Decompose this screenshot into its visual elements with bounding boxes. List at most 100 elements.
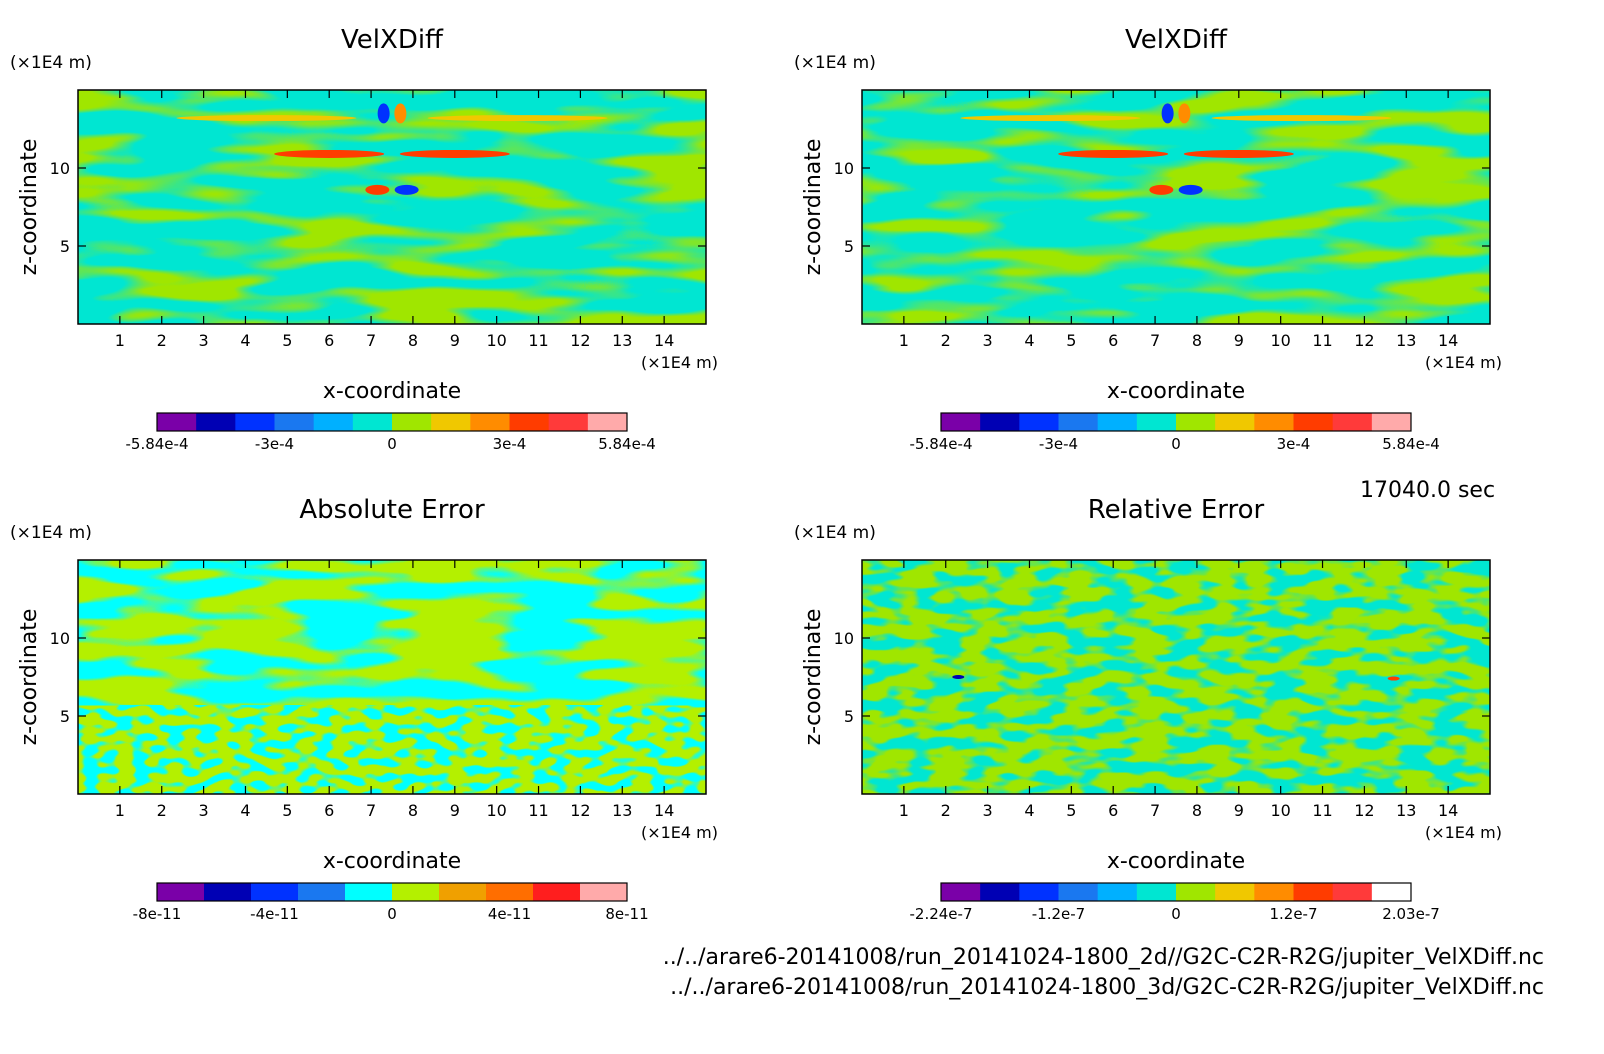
x-tick-label: 12	[570, 801, 590, 820]
x-tick-label: 1	[115, 331, 125, 350]
colorbar: -2.24e-7 -1.2e-7 0 1.2e-7 2.03e-7	[910, 882, 1440, 923]
colorbar-swatch	[1332, 883, 1373, 901]
x-tick-label: 5	[282, 801, 292, 820]
x-tick-label: 7	[1150, 801, 1160, 820]
colorbar-swatch	[1097, 883, 1138, 901]
colorbar-swatch	[587, 413, 628, 431]
chart-title: Absolute Error	[299, 495, 485, 525]
x-tick-label: 3	[983, 801, 993, 820]
colorbar-swatch	[548, 413, 589, 431]
colorbar-swatch	[1293, 883, 1334, 901]
x-tick-label: 7	[366, 801, 376, 820]
colorbar-label: 3e-4	[1277, 435, 1311, 453]
x-tick-label: 9	[450, 801, 460, 820]
x-tick-label: 10	[1270, 331, 1290, 350]
colorbar-swatch	[1254, 413, 1294, 431]
chart-panel-1: VelXDiff(×1E4 m)1 2 3 4 5 6 7 8 9 10 11 12 13 14510(×…	[10, 25, 718, 453]
y-tick-label: 10	[834, 629, 854, 648]
x-tick-label: 2	[157, 801, 167, 820]
x-tick-label: 3	[199, 801, 209, 820]
y-tick-label: 10	[50, 629, 70, 648]
y-unit-label: (×1E4 m)	[794, 523, 876, 543]
colorbar-label: 8e-11	[605, 905, 648, 923]
colorbar-label: -1.2e-7	[1032, 905, 1085, 923]
x-tick-label: 6	[1108, 801, 1118, 820]
chart-title: VelXDiff	[341, 25, 444, 55]
y-axis-label: z-coordinate	[801, 609, 826, 746]
y-unit-label: (×1E4 m)	[10, 523, 92, 543]
x-tick-label: 6	[1108, 331, 1118, 350]
colorbar-swatch	[1215, 413, 1255, 431]
colorbar-swatch	[1332, 413, 1373, 431]
field-feature	[952, 675, 965, 679]
y-unit-label: (×1E4 m)	[794, 53, 876, 73]
y-axis-label: z-coordinate	[17, 609, 42, 746]
x-tick-label: 11	[528, 801, 548, 820]
field-pattern	[862, 560, 1490, 794]
colorbar-label: 0	[1171, 905, 1181, 923]
x-tick-label: 1	[899, 801, 909, 820]
colorbar-swatch	[274, 413, 315, 431]
x-tick-label: 2	[941, 331, 951, 350]
colorbar-swatch	[1176, 883, 1216, 901]
colorbar-frame	[940, 412, 1412, 432]
x-tick-label: 6	[324, 331, 334, 350]
colorbar-swatch	[470, 413, 510, 431]
colorbar: -5.84e-4 -3e-4 0 3e-4 5.84e-4	[910, 412, 1440, 453]
field-feature	[1178, 103, 1191, 124]
field-feature	[427, 115, 608, 122]
colorbar-label: 5.84e-4	[1382, 435, 1440, 453]
x-tick-label: 13	[1396, 801, 1416, 820]
heatmap-field	[78, 90, 706, 324]
field-feature	[1183, 149, 1294, 158]
time-label: 17040.0 sec	[1360, 478, 1496, 503]
x-tick-label: 14	[1438, 801, 1458, 820]
field-feature	[399, 149, 510, 158]
field-feature	[274, 149, 385, 158]
x-tick-label: 4	[240, 331, 250, 350]
x-tick-label: 9	[1234, 801, 1244, 820]
colorbar-label: -3e-4	[1039, 435, 1078, 453]
x-tick-label: 11	[528, 331, 548, 350]
colorbar-label: -5.84e-4	[910, 435, 973, 453]
x-tick-label: 12	[1354, 801, 1374, 820]
colorbar-swatch	[392, 883, 440, 901]
field-feature	[1058, 149, 1169, 158]
plot-frame	[77, 559, 707, 795]
colorbar-label: -4e-11	[250, 905, 299, 923]
x-tick-label: 11	[1312, 801, 1332, 820]
x-unit-label: (×1E4 m)	[1425, 353, 1502, 372]
x-unit-label: (×1E4 m)	[641, 823, 718, 842]
colorbar-frame	[156, 882, 628, 902]
colorbar-swatch	[1371, 883, 1412, 901]
x-unit-label: (×1E4 m)	[1425, 823, 1502, 842]
x-tick-label: 1	[899, 331, 909, 350]
colorbar-swatch	[941, 883, 981, 901]
colorbar-swatch	[980, 883, 1020, 901]
x-tick-label: 8	[408, 331, 418, 350]
chart-title: Relative Error	[1088, 495, 1265, 525]
colorbar-frame	[156, 412, 628, 432]
x-tick-label: 13	[612, 331, 632, 350]
x-tick-label: 10	[1270, 801, 1290, 820]
file-path-3d: ../../arare6-20141008/run_20141024-1800_…	[670, 975, 1544, 1000]
field-feature	[377, 103, 390, 124]
field-feature	[1211, 115, 1392, 122]
file-path-2d: ../../arare6-20141008/run_20141024-1800_…	[662, 945, 1544, 970]
x-tick-label: 2	[157, 331, 167, 350]
plot-frame	[861, 559, 1491, 795]
field-pattern	[862, 90, 1490, 324]
colorbar-swatch	[298, 883, 346, 901]
colorbar-swatch	[313, 413, 354, 431]
colorbar-swatch	[1019, 413, 1059, 431]
colorbar-label: 1.2e-7	[1269, 905, 1317, 923]
colorbar-swatch	[157, 883, 205, 901]
x-unit-label: (×1E4 m)	[641, 353, 718, 372]
colorbar-swatch	[352, 413, 393, 431]
chart-panel-3: Absolute Error(×1E4 m)1 2 3 4 5 6 7 8 9 10 11 12 13 1…	[10, 495, 718, 923]
x-tick-label: 14	[1438, 331, 1458, 350]
x-tick-label: 9	[450, 331, 460, 350]
x-tick-label: 4	[1024, 801, 1034, 820]
x-tick-label: 5	[282, 331, 292, 350]
